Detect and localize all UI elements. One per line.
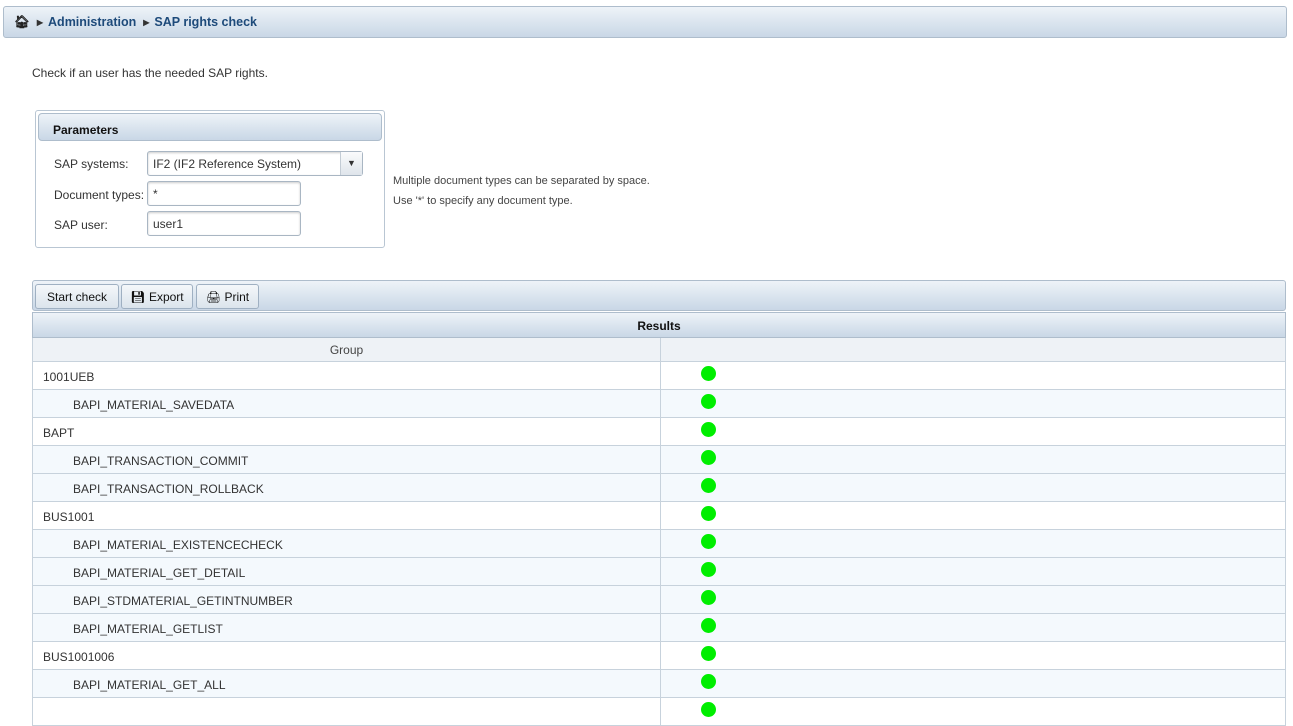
column-divider bbox=[660, 642, 661, 669]
row-label: BUS1001 bbox=[43, 510, 95, 524]
status-ok-icon bbox=[701, 422, 716, 437]
start-check-button[interactable]: Start check bbox=[35, 284, 119, 309]
table-row[interactable]: 1001UEB bbox=[32, 362, 1286, 390]
column-status[interactable] bbox=[660, 338, 661, 361]
status-ok-icon bbox=[701, 674, 716, 689]
column-divider bbox=[660, 614, 661, 641]
caret-right-icon: ▶ bbox=[143, 17, 150, 27]
row-label: BAPI_STDMATERIAL_GETINTNUMBER bbox=[73, 594, 293, 608]
row-label: BAPI_MATERIAL_EXISTENCECHECK bbox=[73, 538, 283, 552]
status-ok-icon bbox=[701, 506, 716, 521]
table-row[interactable]: BAPI_MATERIAL_SAVEDATA bbox=[32, 390, 1286, 418]
table-row[interactable]: BAPI_MATERIAL_GET_ALL bbox=[32, 670, 1286, 698]
row-label: 1001UEB bbox=[43, 370, 95, 384]
chevron-down-icon[interactable]: ▼ bbox=[340, 152, 362, 175]
parameters-title: Parameters bbox=[38, 113, 382, 141]
save-icon: 💾︎ bbox=[130, 290, 146, 304]
column-divider bbox=[660, 698, 661, 725]
table-row[interactable]: BAPI_MATERIAL_GET_DETAIL bbox=[32, 558, 1286, 586]
column-divider bbox=[660, 530, 661, 557]
results-table: 1001UEB BAPI_MATERIAL_SAVEDATA BAPT BAPI_TR… bbox=[32, 362, 1286, 726]
parameters-panel: Parameters SAP systems: IF2 (IF2 Referen… bbox=[35, 110, 385, 248]
row-label: BUS1001006 bbox=[43, 650, 115, 664]
table-row[interactable]: BAPI_MATERIAL_EXISTENCECHECK bbox=[32, 530, 1286, 558]
results-title: Results bbox=[32, 312, 1286, 338]
table-row[interactable]: BUS1001 bbox=[32, 502, 1286, 530]
column-divider bbox=[660, 502, 661, 529]
home-icon[interactable]: 🏠︎ bbox=[14, 14, 30, 29]
row-label: BAPI_MATERIAL_GET_ALL bbox=[73, 678, 226, 692]
breadcrumb-administration[interactable]: Administration bbox=[48, 15, 137, 29]
breadcrumb-current[interactable]: SAP rights check bbox=[154, 15, 257, 29]
status-ok-icon bbox=[701, 618, 716, 633]
table-row[interactable]: BAPI_TRANSACTION_ROLLBACK bbox=[32, 474, 1286, 502]
column-group[interactable]: Group bbox=[329, 343, 364, 357]
page-description: Check if an user has the needed SAP righ… bbox=[32, 66, 268, 80]
sap-systems-value: IF2 (IF2 Reference System) bbox=[153, 157, 302, 171]
status-ok-icon bbox=[701, 394, 716, 409]
status-ok-icon bbox=[701, 450, 716, 465]
document-types-input[interactable]: * bbox=[147, 181, 301, 206]
table-row[interactable]: BAPI_MATERIAL_GETLIST bbox=[32, 614, 1286, 642]
status-ok-icon bbox=[701, 478, 716, 493]
caret-right-icon: ▶ bbox=[36, 17, 44, 27]
column-divider bbox=[660, 558, 661, 585]
row-label: BAPT bbox=[43, 426, 75, 440]
row-label: BAPI_TRANSACTION_ROLLBACK bbox=[73, 482, 264, 496]
table-row[interactable]: BUS1001006 bbox=[32, 642, 1286, 670]
sap-user-label: SAP user: bbox=[54, 218, 108, 232]
sap-systems-label: SAP systems: bbox=[54, 157, 129, 171]
table-row[interactable]: BAPI_TRANSACTION_COMMIT bbox=[32, 446, 1286, 474]
row-label: BAPI_TRANSACTION_COMMIT bbox=[73, 454, 249, 468]
status-ok-icon bbox=[701, 646, 716, 661]
table-row[interactable]: BAPI_STDMATERIAL_GETINTNUMBER bbox=[32, 586, 1286, 614]
sap-user-input[interactable]: user1 bbox=[147, 211, 301, 236]
status-ok-icon bbox=[701, 702, 716, 717]
column-divider bbox=[660, 390, 661, 417]
export-label: Export bbox=[148, 290, 184, 304]
row-label: BAPI_MATERIAL_GET_DETAIL bbox=[73, 566, 246, 580]
status-ok-icon bbox=[701, 590, 716, 605]
document-types-label: Document types: bbox=[54, 188, 145, 202]
column-divider bbox=[660, 670, 661, 697]
column-divider bbox=[660, 474, 661, 501]
breadcrumb: 🏠︎ ▶ Administration ▶ SAP rights check bbox=[3, 6, 1287, 38]
hint-separator: Multiple document types can be separated… bbox=[393, 175, 650, 187]
column-divider bbox=[660, 418, 661, 445]
column-divider bbox=[660, 362, 661, 389]
sap-systems-select[interactable]: IF2 (IF2 Reference System) ▼ bbox=[147, 151, 363, 176]
row-label: BAPI_MATERIAL_GETLIST bbox=[73, 622, 223, 636]
status-ok-icon bbox=[701, 366, 716, 381]
table-row[interactable]: BAPT bbox=[32, 418, 1286, 446]
hint-wildcard: Use '*' to specify any document type. bbox=[393, 195, 573, 207]
results-column-header: Group bbox=[32, 338, 1286, 362]
table-row[interactable] bbox=[32, 698, 1286, 726]
print-button[interactable]: 🖨︎ Print bbox=[196, 284, 259, 309]
status-ok-icon bbox=[701, 534, 716, 549]
print-icon: 🖨︎ bbox=[205, 290, 222, 304]
status-ok-icon bbox=[701, 562, 716, 577]
row-label: BAPI_MATERIAL_SAVEDATA bbox=[73, 398, 235, 412]
export-button[interactable]: 💾︎ Export bbox=[121, 284, 193, 309]
column-divider bbox=[660, 586, 661, 613]
column-divider bbox=[660, 446, 661, 473]
toolbar: Start check 💾︎ Export 🖨︎ Print bbox=[32, 280, 1286, 311]
print-label: Print bbox=[224, 290, 250, 304]
